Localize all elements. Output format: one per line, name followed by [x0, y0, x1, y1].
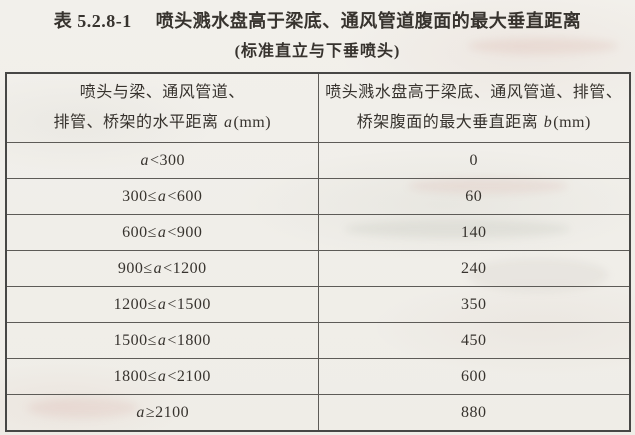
value-cell: 450 [317, 322, 631, 359]
header-line-1: 喷头与梁、通风管道、 [79, 84, 245, 101]
table-row: 1200≤a<1500 350 [5, 286, 631, 323]
variable-a: a [157, 223, 167, 241]
header-line-2: 桥架腹面的最大垂直距离 b(mm) [319, 108, 630, 138]
spec-table: 喷头与梁、通风管道、 排管、桥架的水平距离 a(mm) 喷头溅水盘高于梁底、通风… [5, 72, 631, 432]
variable-a: a [136, 403, 145, 421]
table-row: a<300 0 [5, 142, 631, 179]
condition-text: 300≤ [122, 187, 157, 205]
value-cell: 60 [317, 178, 631, 215]
value-cell: 350 [317, 286, 631, 323]
col-header-horizontal-distance: 喷头与梁、通风管道、 排管、桥架的水平距离 a(mm) [5, 72, 319, 143]
value-cell: 880 [317, 394, 631, 432]
value-cell: 240 [317, 250, 631, 287]
variable-b: b [543, 114, 553, 131]
table-body: a<300 0 300≤a<600 60 600≤a<900 140 900≤a… [5, 142, 631, 432]
value-cell: 600 [317, 358, 631, 395]
table-row: 1800≤a<2100 600 [5, 358, 631, 395]
value-cell: 0 [317, 142, 631, 179]
table-header: 喷头与梁、通风管道、 排管、桥架的水平距离 a(mm) 喷头溅水盘高于梁底、通风… [5, 72, 631, 143]
condition-text: <900 [167, 223, 203, 241]
table-row: 600≤a<900 140 [5, 214, 631, 251]
condition-text: <1200 [163, 259, 207, 277]
condition-cell: 900≤a<1200 [5, 250, 319, 287]
condition-text: 900≤ [117, 259, 153, 277]
header-line-2: 排管、桥架的水平距离 a(mm) [7, 108, 318, 138]
condition-cell: 300≤a<600 [5, 178, 319, 215]
condition-text: <1800 [167, 331, 211, 349]
condition-text: ≥2100 [145, 403, 190, 421]
table-title-text: 喷头溅水盘高于梁底、通风管道腹面的最大垂直距离 [155, 11, 582, 31]
header-line-1: 喷头溅水盘高于梁底、通风管道、排管、 [325, 84, 623, 101]
table-row: 300≤a<600 60 [5, 178, 631, 215]
condition-cell: 1500≤a<1800 [5, 322, 319, 359]
condition-cell: 1200≤a<1500 [5, 286, 319, 323]
variable-a: a [153, 259, 163, 277]
header-unit: (mm) [553, 114, 591, 131]
condition-text: 1200≤ [113, 295, 157, 313]
variable-a: a [223, 114, 233, 131]
condition-text: <1500 [167, 295, 211, 313]
variable-a: a [140, 151, 149, 169]
condition-cell: 1800≤a<2100 [5, 358, 319, 395]
value-cell: 140 [317, 214, 631, 251]
header-row: 喷头与梁、通风管道、 排管、桥架的水平距离 a(mm) 喷头溅水盘高于梁底、通风… [5, 72, 631, 143]
condition-text: <300 [149, 151, 186, 169]
table-row: a≥2100 880 [5, 394, 631, 432]
condition-text: 600≤ [122, 223, 157, 241]
condition-cell: 600≤a<900 [5, 214, 319, 251]
table-subtitle: (标准直立与下垂喷头) [234, 43, 401, 60]
variable-a: a [157, 295, 167, 313]
condition-text: <600 [167, 187, 203, 205]
variable-a: a [157, 367, 167, 385]
table-row: 1500≤a<1800 450 [5, 322, 631, 359]
table-number: 表 5.2.8-1 [53, 11, 132, 31]
variable-a: a [157, 331, 167, 349]
table-row: 900≤a<1200 240 [5, 250, 631, 287]
col-header-vertical-distance: 喷头溅水盘高于梁底、通风管道、排管、 桥架腹面的最大垂直距离 b(mm) [317, 72, 631, 143]
header-text: 排管、桥架的水平距离 [53, 114, 223, 131]
condition-cell: a≥2100 [5, 394, 319, 432]
table-title: 表 5.2.8-1 喷头溅水盘高于梁底、通风管道腹面的最大垂直距离 [0, 7, 635, 33]
header-text: 桥架腹面的最大垂直距离 [356, 114, 543, 131]
condition-text: 1800≤ [113, 367, 157, 385]
condition-text: 1500≤ [113, 331, 157, 349]
condition-cell: a<300 [5, 142, 319, 179]
condition-text: <2100 [167, 367, 211, 385]
variable-a: a [157, 187, 167, 205]
header-unit: (mm) [233, 114, 272, 131]
